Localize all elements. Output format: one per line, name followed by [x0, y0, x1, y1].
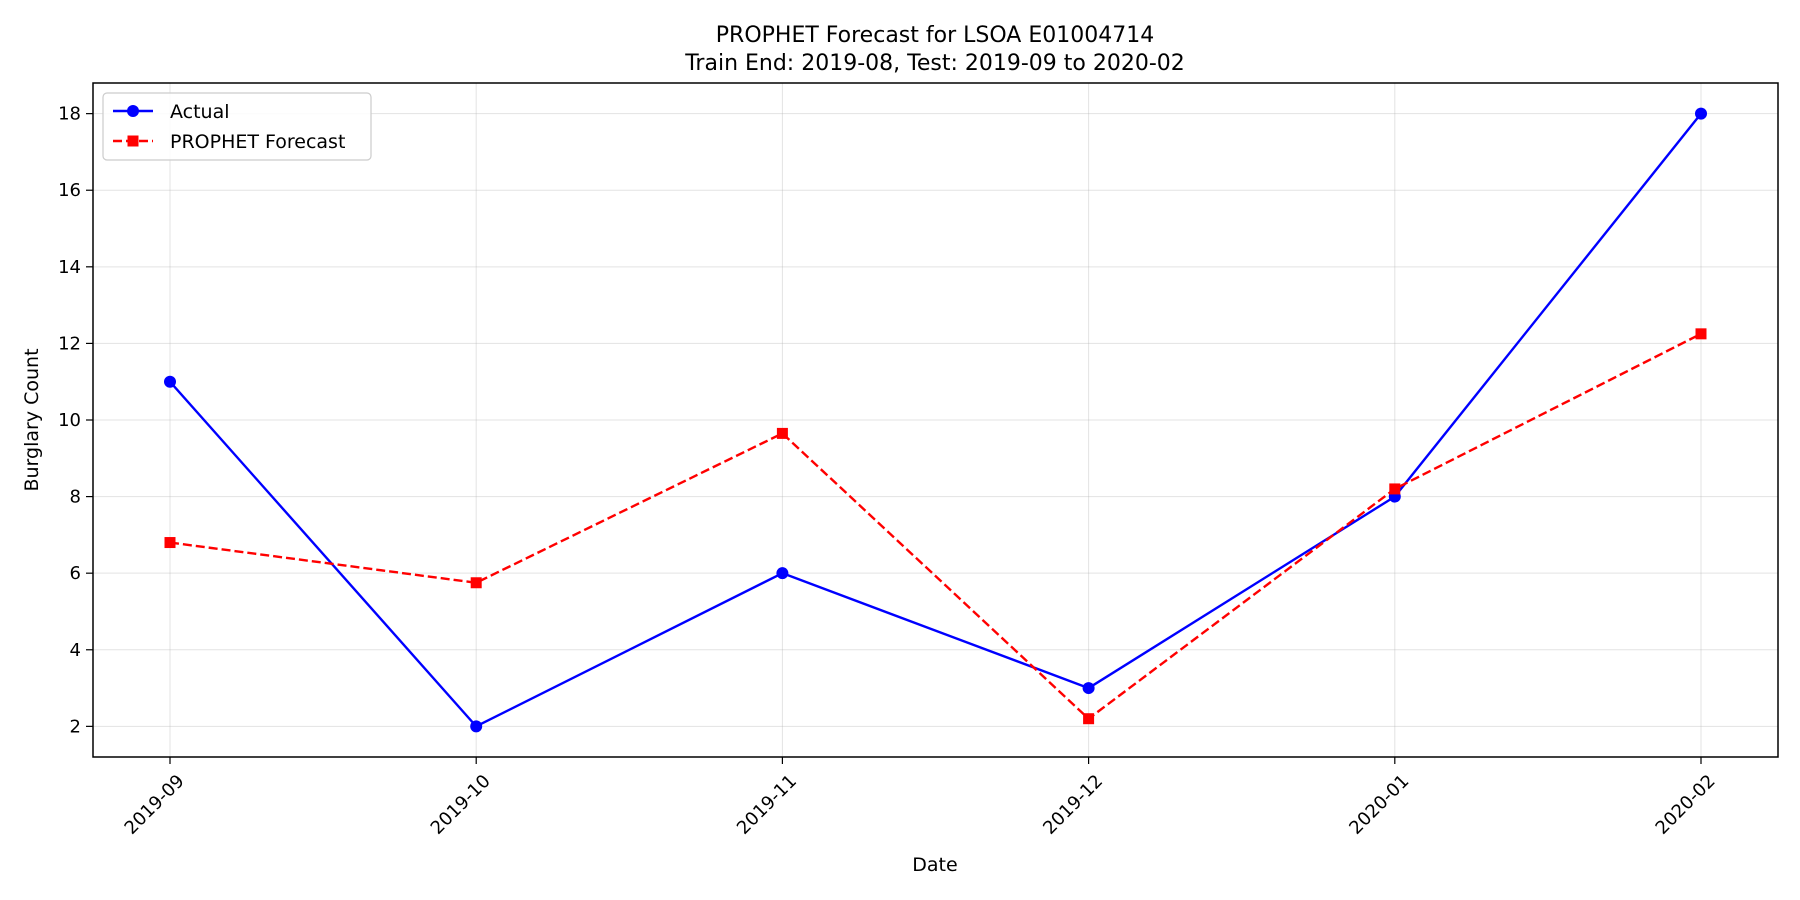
- y-tick-label: 14: [58, 257, 81, 278]
- y-tick-label: 18: [58, 104, 81, 125]
- y-axis-label: Burglary Count: [21, 348, 43, 491]
- series-1: [164, 328, 1707, 725]
- legend-label: PROPHET Forecast: [170, 131, 345, 153]
- legend-swatch-marker: [127, 135, 139, 147]
- axis-ticks: 2019-09 2019-10 2019-11 2019-12 2020-01 2020-…: [58, 104, 1719, 839]
- grid: [93, 83, 1778, 757]
- legend-swatch-marker: [127, 105, 139, 117]
- series-layer: [164, 107, 1707, 733]
- y-tick-label: 10: [58, 410, 81, 431]
- data-point: [1082, 682, 1095, 695]
- data-point: [776, 427, 788, 439]
- data-point: [1389, 483, 1401, 495]
- data-point: [1695, 328, 1707, 340]
- x-tick-label: 2019-10: [427, 771, 495, 839]
- x-axis-label: Date: [912, 854, 957, 876]
- legend-item-1: PROPHET Forecast: [113, 131, 345, 153]
- legend-label: Actual: [170, 101, 230, 123]
- legend: Actual PROPHET Forecast: [102, 92, 372, 161]
- x-tick-label: 2020-02: [1652, 771, 1720, 839]
- legend-box: [102, 92, 372, 161]
- series-line-0: [169, 112, 1702, 728]
- data-point: [470, 720, 483, 733]
- x-tick-label: 2019-09: [121, 771, 189, 839]
- y-tick-label: 12: [58, 333, 81, 354]
- x-tick-label: 2019-12: [1039, 771, 1107, 839]
- x-tick-label: 2019-11: [733, 771, 801, 839]
- chart-title: PROPHET Forecast for LSOA E01004714: [716, 23, 1154, 48]
- chart-subtitle: Train End: 2019-08, Test: 2019-09 to 202…: [684, 51, 1185, 76]
- data-point: [164, 375, 176, 388]
- data-point: [470, 577, 482, 589]
- y-tick-label: 16: [58, 180, 81, 201]
- y-tick-label: 8: [70, 487, 81, 508]
- data-point: [776, 567, 789, 580]
- data-point: [1695, 107, 1707, 120]
- series-line-1: [169, 332, 1702, 720]
- x-tick-label: 2020-01: [1345, 771, 1413, 839]
- legend-item-0: Actual: [113, 101, 230, 123]
- series-0: [164, 107, 1707, 733]
- y-tick-label: 6: [70, 563, 81, 584]
- data-point: [164, 537, 176, 549]
- data-point: [1083, 713, 1095, 725]
- y-tick-label: 4: [70, 640, 81, 661]
- y-tick-label: 2: [70, 716, 81, 737]
